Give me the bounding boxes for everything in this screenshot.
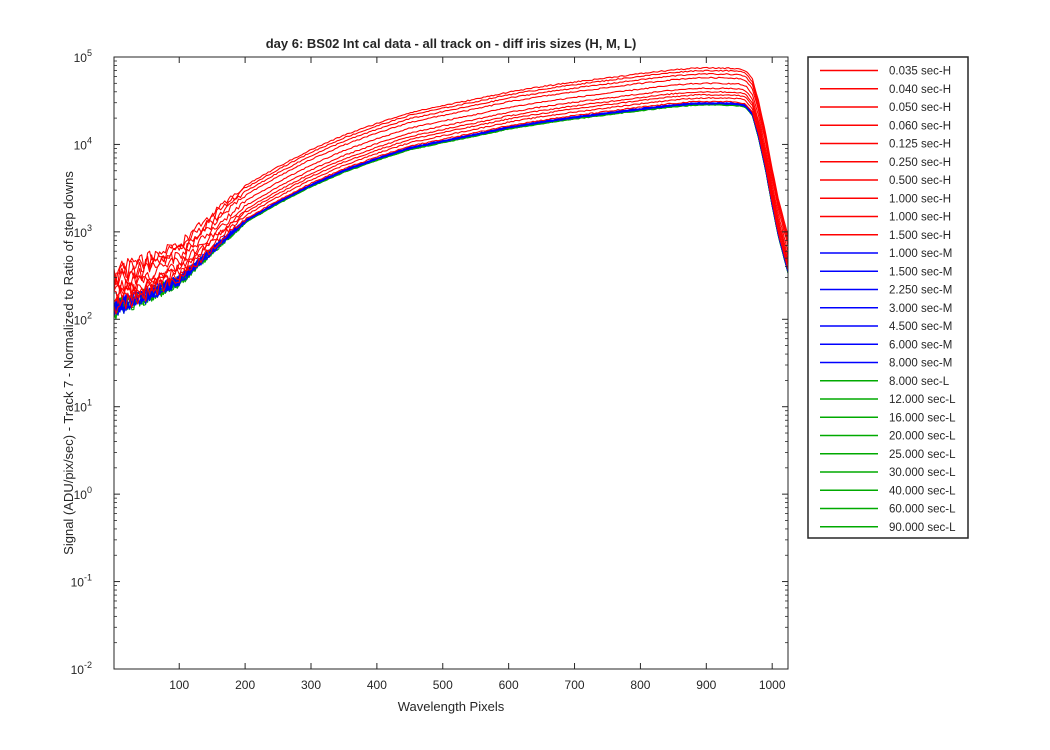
y-tick-label: 105 bbox=[74, 48, 92, 65]
y-tick-label: 10-2 bbox=[71, 660, 92, 677]
y-tick-label: 104 bbox=[74, 135, 92, 152]
x-tick-label: 500 bbox=[433, 678, 453, 692]
x-tick-label: 100 bbox=[169, 678, 189, 692]
series-line bbox=[113, 101, 789, 316]
legend-label: 0.500 sec-H bbox=[889, 175, 951, 187]
legend-label: 20.000 sec-L bbox=[889, 431, 956, 443]
legend-label: 1.000 sec-H bbox=[889, 193, 951, 205]
legend-entries: 0.035 sec-H 0.040 sec-H 0.050 sec-H 0.060 s… bbox=[820, 66, 956, 534]
legend-label: 1.000 sec-H bbox=[889, 212, 951, 224]
legend-label: 16.000 sec-L bbox=[889, 412, 956, 424]
y-tick-label: 100 bbox=[74, 485, 92, 502]
legend-label: 90.000 sec-L bbox=[889, 522, 956, 534]
legend-label: 6.000 sec-M bbox=[889, 339, 952, 351]
series-line bbox=[113, 72, 789, 290]
legend-label: 0.035 sec-H bbox=[889, 66, 951, 78]
legend-label: 8.000 sec-L bbox=[889, 376, 950, 388]
x-tick-label: 400 bbox=[367, 678, 387, 692]
x-tick-label: 1000 bbox=[759, 678, 786, 692]
series-line bbox=[113, 100, 789, 315]
series-line bbox=[113, 87, 789, 298]
y-tick-label: 102 bbox=[74, 310, 92, 327]
x-tick-label: 700 bbox=[565, 678, 585, 692]
series-line bbox=[113, 90, 789, 304]
legend-label: 8.000 sec-M bbox=[889, 358, 952, 370]
series-line bbox=[113, 96, 789, 305]
legend-label: 0.060 sec-H bbox=[889, 120, 951, 132]
y-axis-ticks: 10-2 10-1 100 101 102 103 104 105 bbox=[71, 48, 788, 677]
y-tick-label: 101 bbox=[74, 398, 92, 415]
legend-label: 1.500 sec-M bbox=[889, 266, 952, 278]
series-line bbox=[113, 69, 789, 285]
x-tick-label: 800 bbox=[630, 678, 650, 692]
y-tick-label: 103 bbox=[74, 223, 92, 240]
legend-label: 0.050 sec-H bbox=[889, 102, 951, 114]
legend-label: 1.500 sec-H bbox=[889, 230, 951, 242]
x-tick-label: 300 bbox=[301, 678, 321, 692]
legend-label: 60.000 sec-L bbox=[889, 504, 956, 516]
chart-title: day 6: BS02 Int cal data - all track on … bbox=[266, 36, 637, 51]
y-tick-label: 10-1 bbox=[71, 573, 92, 590]
series-line bbox=[113, 82, 789, 292]
legend-label: 0.040 sec-H bbox=[889, 84, 951, 96]
y-axis-label: Signal (ADU/pix/sec) - Track 7 - Normali… bbox=[61, 171, 76, 555]
x-tick-label: 900 bbox=[696, 678, 716, 692]
legend-label: 12.000 sec-L bbox=[889, 394, 956, 406]
x-tick-label: 200 bbox=[235, 678, 255, 692]
x-axis-ticks: 100 200 300 400 500 600 700 800 900 1000 bbox=[169, 57, 786, 692]
plot-background bbox=[114, 57, 788, 669]
legend-label: 2.250 sec-M bbox=[889, 285, 952, 297]
legend-label: 30.000 sec-L bbox=[889, 467, 956, 479]
legend-label: 0.125 sec-H bbox=[889, 139, 951, 151]
series-lines bbox=[113, 66, 789, 320]
x-tick-label: 600 bbox=[499, 678, 519, 692]
x-axis-label: Wavelength Pixels bbox=[398, 699, 505, 714]
plot-area: 100 200 300 400 500 600 700 800 900 1000 10-2 10-1… bbox=[71, 48, 789, 692]
legend-label: 0.250 sec-H bbox=[889, 157, 951, 169]
series-line bbox=[113, 93, 789, 303]
legend-label: 3.000 sec-M bbox=[889, 303, 952, 315]
legend-box bbox=[807, 56, 969, 539]
legend-label: 25.000 sec-L bbox=[889, 449, 956, 461]
legend-label: 1.000 sec-M bbox=[889, 248, 952, 260]
series-line bbox=[113, 76, 789, 291]
legend-label: 40.000 sec-L bbox=[889, 485, 956, 497]
legend-label: 4.500 sec-M bbox=[889, 321, 952, 333]
legend: 0.035 sec-H 0.040 sec-H 0.050 sec-H 0.060 s… bbox=[807, 56, 969, 539]
plot-frame bbox=[113, 56, 789, 670]
series-line bbox=[113, 66, 789, 283]
